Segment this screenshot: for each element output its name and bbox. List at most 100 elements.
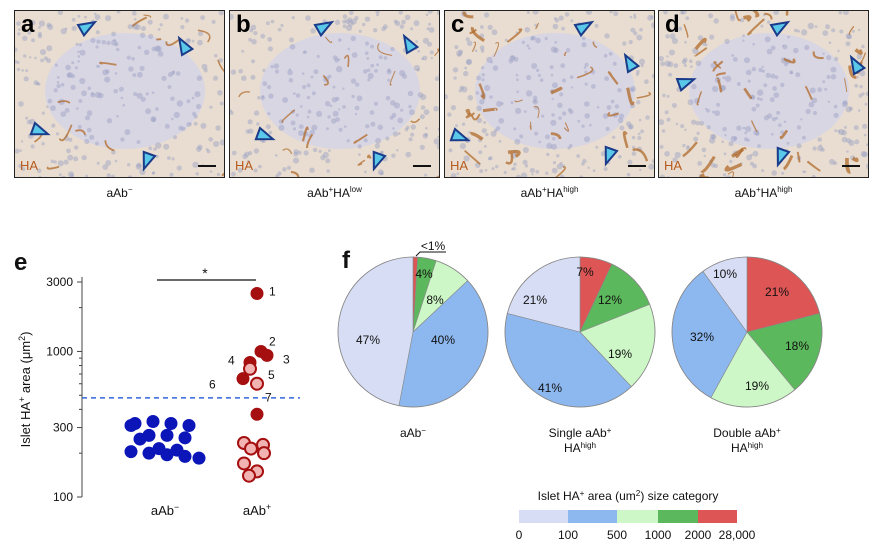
nucleus-dot bbox=[105, 69, 110, 74]
nucleus-dot bbox=[325, 101, 331, 107]
nucleus-dot bbox=[686, 146, 690, 151]
ha-stain-streak bbox=[464, 150, 481, 165]
y-axis-title: Islet HA+ area (μm2) bbox=[17, 332, 33, 448]
nucleus-dot bbox=[546, 142, 553, 149]
nucleus-dot bbox=[483, 12, 490, 18]
nucleus-dot bbox=[185, 38, 191, 44]
nucleus-dot bbox=[113, 88, 118, 94]
nucleus-dot bbox=[534, 131, 539, 136]
nucleus-dot bbox=[25, 69, 29, 73]
ha-stain-streak bbox=[782, 155, 794, 171]
nucleus-dot bbox=[230, 13, 234, 20]
nucleus-dot bbox=[392, 131, 399, 137]
nucleus-dot bbox=[552, 23, 559, 30]
ha-stain-streak bbox=[389, 70, 396, 86]
nucleus-dot bbox=[732, 57, 738, 62]
nucleus-dot bbox=[846, 34, 852, 40]
nucleus-dot bbox=[790, 71, 793, 75]
nucleus-dot bbox=[114, 159, 118, 163]
nucleus-dot bbox=[302, 51, 306, 54]
nucleus-dot bbox=[637, 132, 641, 136]
nucleus-dot bbox=[34, 56, 37, 60]
nucleus-dot bbox=[351, 52, 358, 58]
nucleus-dot bbox=[846, 138, 852, 144]
arrowhead-marker bbox=[402, 33, 420, 55]
nucleus-dot bbox=[365, 124, 370, 129]
ha-stain-streak bbox=[535, 22, 540, 30]
nucleus-dot bbox=[619, 125, 625, 131]
nucleus-dot bbox=[218, 58, 223, 63]
nucleus-dot bbox=[859, 70, 866, 77]
nucleus-dot bbox=[413, 20, 420, 27]
small-slice-bracket bbox=[415, 251, 446, 257]
nucleus-dot bbox=[408, 104, 412, 109]
nucleus-dot bbox=[746, 154, 753, 161]
nucleus-dot bbox=[495, 164, 499, 169]
nucleus-dot bbox=[67, 154, 74, 161]
ha-stain-streak bbox=[507, 149, 521, 158]
nucleus-dot bbox=[683, 57, 688, 63]
data-point-aab-neg bbox=[124, 445, 138, 459]
nucleus-dot bbox=[310, 75, 314, 79]
nucleus-dot bbox=[89, 134, 95, 140]
nucleus-dot bbox=[750, 95, 756, 100]
nucleus-dot bbox=[667, 61, 674, 68]
nucleus-dot bbox=[55, 132, 60, 136]
nucleus-dot bbox=[69, 173, 75, 177]
nucleus-dot bbox=[819, 144, 822, 147]
nucleus-dot bbox=[335, 96, 340, 101]
nucleus-dot bbox=[447, 112, 452, 117]
nucleus-dot bbox=[148, 146, 153, 151]
nucleus-dot bbox=[697, 161, 703, 166]
nucleus-dot bbox=[159, 23, 163, 27]
nucleus-dot bbox=[647, 14, 654, 21]
nucleus-dot bbox=[577, 119, 581, 123]
nucleus-dot bbox=[38, 20, 45, 27]
nucleus-dot bbox=[706, 125, 711, 130]
nucleus-dot bbox=[490, 60, 493, 64]
nucleus-dot bbox=[636, 70, 640, 74]
nucleus-dot bbox=[569, 143, 573, 148]
ha-stain-streak bbox=[165, 37, 181, 47]
nucleus-dot bbox=[120, 137, 125, 142]
ha-stain-streak bbox=[683, 24, 689, 38]
ha-stain-streak bbox=[324, 36, 333, 43]
nucleus-dot bbox=[94, 14, 101, 20]
nucleus-dot bbox=[20, 140, 24, 143]
nucleus-dot bbox=[97, 65, 101, 68]
data-point-aab-neg bbox=[133, 432, 147, 446]
nucleus-dot bbox=[673, 22, 676, 26]
ha-stain-streak bbox=[734, 11, 741, 22]
x-category-label: aAb+ bbox=[243, 502, 271, 518]
nucleus-dot bbox=[730, 135, 737, 142]
nucleus-dot bbox=[332, 85, 336, 89]
nucleus-dot bbox=[495, 126, 501, 131]
nucleus-dot bbox=[631, 151, 637, 156]
ha-stain-streak bbox=[854, 48, 863, 55]
data-point-aab-neg bbox=[160, 428, 174, 442]
nucleus-dot bbox=[96, 39, 101, 44]
nucleus-dot bbox=[680, 124, 685, 129]
nucleus-dot bbox=[30, 144, 35, 149]
pie-percent-label: 41% bbox=[538, 381, 562, 395]
nucleus-dot bbox=[288, 68, 291, 71]
nucleus-dot bbox=[318, 149, 322, 153]
nucleus-dot bbox=[828, 41, 832, 44]
nucleus-dot bbox=[645, 115, 650, 120]
nucleus-dot bbox=[163, 143, 170, 150]
nucleus-dot bbox=[18, 101, 24, 107]
nucleus-dot bbox=[75, 42, 79, 46]
nucleus-dot bbox=[26, 119, 32, 125]
nucleus-dot bbox=[781, 171, 785, 175]
ha-stain-streak bbox=[713, 61, 722, 69]
nucleus-dot bbox=[608, 52, 613, 56]
nucleus-dot bbox=[288, 78, 294, 83]
nucleus-dot bbox=[721, 140, 724, 144]
nucleus-dot bbox=[583, 66, 587, 69]
nucleus-dot bbox=[87, 86, 92, 91]
nucleus-dot bbox=[429, 50, 434, 55]
nucleus-dot bbox=[570, 19, 574, 23]
arrowhead-shape bbox=[604, 145, 619, 167]
nucleus-dot bbox=[422, 55, 428, 61]
nucleus-dot bbox=[176, 165, 182, 171]
